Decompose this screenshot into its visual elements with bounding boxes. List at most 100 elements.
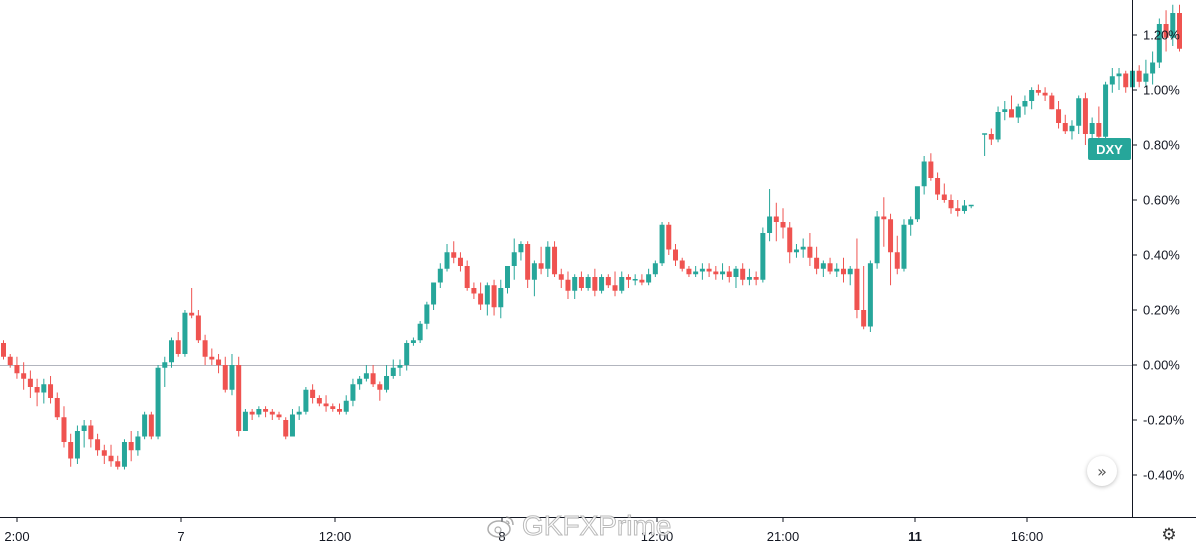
candle — [115, 455, 121, 470]
time-tick-label: 8 — [498, 529, 505, 544]
candle-body — [424, 304, 430, 324]
candle — [471, 282, 477, 299]
candle-body — [216, 359, 222, 365]
candle — [1150, 51, 1156, 85]
candle-body — [558, 274, 564, 280]
candle — [888, 213, 894, 286]
candle-body — [565, 279, 571, 291]
plot-area — [0, 4, 1182, 470]
candle — [995, 106, 1001, 143]
candle — [337, 403, 342, 415]
candle-body — [283, 420, 289, 437]
time-tick-label: 11 — [908, 529, 922, 544]
price-axis[interactable]: 1.20% 1.00% 0.80% 0.60% 0.40% 0.20% 0.00% -0.20… — [1088, 0, 1185, 517]
candle-body — [908, 219, 914, 225]
candle-body — [350, 384, 356, 401]
candle-body — [189, 312, 195, 316]
candle-body — [484, 285, 490, 305]
candle — [498, 279, 504, 319]
candle — [444, 244, 450, 272]
settings-gear-icon[interactable]: ⚙ — [1161, 525, 1177, 545]
candle — [746, 268, 752, 286]
candle — [484, 282, 490, 316]
candle — [316, 395, 322, 407]
candle — [1035, 84, 1041, 96]
candle-body — [1002, 109, 1008, 112]
candle — [625, 274, 631, 288]
candle — [404, 340, 410, 371]
candle — [296, 406, 302, 420]
candle-body — [1022, 101, 1028, 107]
candle — [518, 241, 524, 261]
candle-body — [1062, 123, 1068, 132]
candle-body — [780, 222, 786, 228]
candle — [41, 378, 47, 404]
candle-body — [48, 384, 54, 398]
candle-body — [269, 411, 275, 415]
candle-body — [451, 252, 457, 258]
candle-body — [760, 233, 766, 280]
time-tick-label: 16:00 — [1011, 529, 1044, 544]
candle — [652, 260, 658, 277]
candle — [565, 271, 571, 299]
candle — [1049, 92, 1055, 110]
candle — [256, 406, 262, 418]
candle-body — [894, 252, 900, 269]
candle — [1, 340, 6, 360]
candle-body — [867, 263, 873, 327]
candle — [1042, 87, 1048, 101]
candle-body — [531, 263, 537, 280]
candle-body — [753, 277, 759, 280]
candle — [585, 274, 591, 291]
candle-body — [1, 343, 6, 357]
candle-body — [706, 268, 712, 272]
candle-body — [303, 389, 309, 412]
candle — [578, 271, 584, 291]
candle-body — [101, 450, 107, 456]
candle — [478, 282, 484, 310]
candle — [330, 403, 336, 412]
candle — [1116, 68, 1122, 90]
candle-body — [95, 439, 101, 451]
candle-body — [646, 274, 652, 283]
candle — [558, 268, 564, 288]
candle-body — [457, 257, 463, 266]
candle-body — [108, 455, 114, 462]
scroll-to-realtime-button[interactable]: » — [1087, 456, 1117, 486]
candle-body — [444, 252, 450, 269]
candle — [1002, 101, 1008, 121]
candle-body — [256, 409, 262, 415]
candle-body — [505, 266, 510, 288]
candle — [148, 411, 154, 440]
candle-body — [511, 252, 517, 266]
candle — [854, 238, 860, 319]
candle-body — [54, 398, 60, 418]
candle-body — [679, 260, 685, 269]
candle — [229, 354, 235, 396]
candle — [343, 395, 349, 415]
candle-body — [881, 216, 887, 220]
candle — [921, 156, 927, 195]
time-tick-label: 21:00 — [767, 529, 800, 544]
candle-body — [202, 340, 208, 357]
candle — [491, 279, 497, 316]
candle-body — [249, 411, 255, 415]
candle-body — [814, 257, 820, 269]
candle — [384, 365, 390, 393]
candle-body — [572, 277, 578, 291]
candle — [451, 241, 457, 264]
time-axis[interactable]: 2:00 7 12:00 8 12:00 21:00 11 16:00 — [0, 517, 1196, 544]
candle-body — [538, 263, 544, 269]
candle-body — [699, 268, 705, 272]
candle-body — [921, 161, 927, 187]
price-tick-label: 0.00% — [1143, 358, 1180, 373]
candle — [48, 376, 54, 404]
candle — [780, 208, 786, 239]
candle-body — [222, 365, 228, 390]
candle — [1022, 95, 1028, 115]
candle-body — [820, 263, 826, 269]
candle-body — [740, 268, 746, 280]
candle — [820, 260, 826, 277]
candle — [1029, 87, 1035, 110]
